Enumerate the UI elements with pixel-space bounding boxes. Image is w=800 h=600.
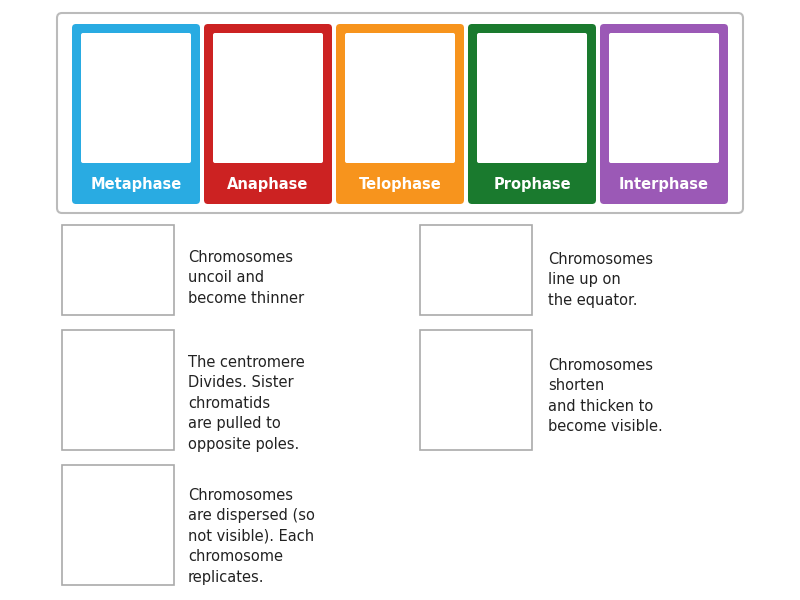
Text: Chromosomes
uncoil and
become thinner: Chromosomes uncoil and become thinner [188, 250, 304, 306]
Bar [420, 225, 532, 315]
Bar [62, 465, 174, 585]
FancyBboxPatch shape [477, 33, 587, 163]
Text: Anaphase: Anaphase [227, 176, 309, 191]
FancyBboxPatch shape [600, 24, 728, 204]
Text: Interphase: Interphase [619, 176, 709, 191]
FancyBboxPatch shape [609, 33, 719, 163]
FancyBboxPatch shape [204, 24, 332, 204]
FancyBboxPatch shape [81, 33, 191, 163]
FancyBboxPatch shape [345, 33, 455, 163]
Text: Prophase: Prophase [493, 176, 571, 191]
FancyBboxPatch shape [57, 13, 743, 213]
FancyBboxPatch shape [336, 24, 464, 204]
Text: The centromere
Divides. Sister
chromatids
are pulled to
opposite poles.: The centromere Divides. Sister chromatid… [188, 355, 305, 452]
Bar [62, 330, 174, 450]
Text: Chromosomes
are dispersed (so
not visible). Each
chromosome
replicates.: Chromosomes are dispersed (so not visibl… [188, 488, 315, 584]
Text: Metaphase: Metaphase [90, 176, 182, 191]
Bar [420, 330, 532, 450]
Text: Chromosomes
line up on
the equator.: Chromosomes line up on the equator. [548, 252, 653, 308]
Text: Telophase: Telophase [358, 176, 442, 191]
Bar [62, 225, 174, 315]
FancyBboxPatch shape [72, 24, 200, 204]
FancyBboxPatch shape [468, 24, 596, 204]
FancyBboxPatch shape [213, 33, 323, 163]
Text: Chromosomes
shorten
and thicken to
become visible.: Chromosomes shorten and thicken to becom… [548, 358, 662, 434]
